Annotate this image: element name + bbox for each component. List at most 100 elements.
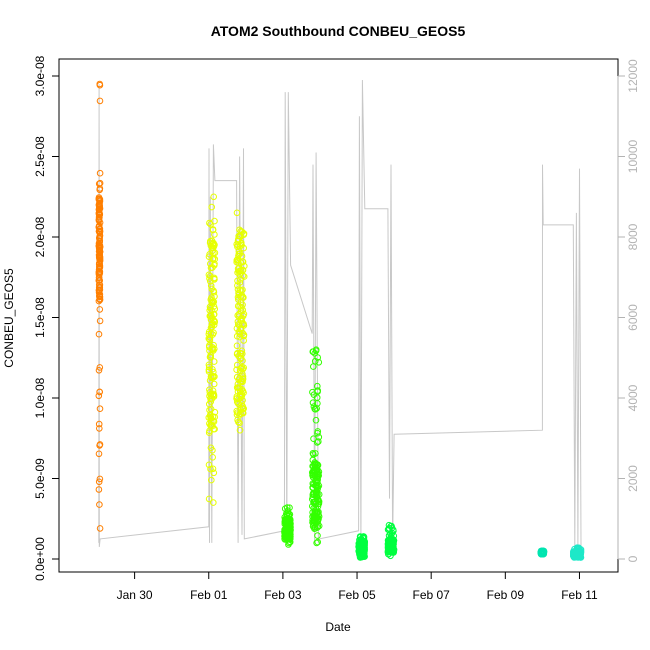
scatter-point	[387, 522, 395, 530]
scatter-point	[95, 270, 103, 278]
scatter-point	[210, 393, 218, 400]
scatter-point	[206, 272, 214, 280]
scatter-point	[286, 534, 293, 542]
scatter-point	[95, 260, 103, 268]
scatter-point	[235, 310, 243, 318]
scatter-point	[233, 395, 241, 402]
scatter-point	[284, 507, 292, 515]
scatter-point	[96, 186, 103, 194]
scatter-point	[309, 490, 317, 497]
scatter-point	[235, 384, 242, 391]
scatter-point	[96, 277, 103, 284]
scatter-point	[96, 251, 103, 259]
scatter-point	[233, 411, 241, 419]
scatter-point	[96, 317, 104, 325]
scatter-point	[95, 420, 103, 428]
scatter-point	[210, 380, 218, 388]
scatter-point	[238, 291, 246, 299]
scatter-point	[209, 391, 217, 399]
scatter-point	[95, 330, 103, 338]
scatter-point	[238, 347, 246, 355]
scatter-point	[207, 444, 215, 452]
scatter-point	[235, 259, 242, 267]
scatter-point	[538, 549, 545, 556]
scatter-point	[312, 416, 320, 424]
scatter-point	[209, 465, 217, 473]
y-axis-label: CONBEU_GEOS5	[2, 268, 16, 368]
scatter-group	[355, 533, 369, 561]
x-tick-label: Feb 09	[487, 588, 525, 602]
scatter-point	[287, 524, 294, 531]
scatter-point	[96, 441, 104, 448]
scatter-point	[96, 405, 104, 413]
scatter-point	[312, 347, 320, 355]
scatter-point	[95, 194, 103, 201]
scatter-point	[206, 386, 213, 394]
scatter-point	[208, 314, 216, 322]
scatter-point	[309, 480, 317, 487]
scatter-point	[309, 484, 317, 491]
scatter-point	[239, 312, 247, 320]
scatter-point	[239, 365, 247, 373]
scatter-point	[315, 438, 322, 445]
scatter-point	[209, 240, 216, 248]
scatter-point	[240, 230, 248, 237]
scatter-point	[239, 321, 246, 328]
y2-tick-label: 10000	[626, 139, 640, 173]
scatter-point	[205, 368, 213, 375]
plot-frame	[58, 58, 619, 573]
scatter-point	[96, 475, 104, 483]
scatter-point	[210, 390, 217, 398]
y-tick-label: 2.5e-08	[33, 136, 47, 177]
scatter-point	[208, 299, 215, 306]
scatter-point	[211, 275, 218, 283]
scatter-point	[96, 291, 104, 298]
scatter-point	[210, 469, 218, 477]
scatter-point	[211, 217, 218, 225]
scatter-group	[281, 504, 294, 548]
scatter-point	[208, 307, 216, 314]
scatter-point	[96, 179, 104, 187]
scatter-point	[209, 226, 217, 233]
scatter-point	[282, 515, 289, 523]
scatter-point	[236, 242, 244, 250]
scatter-point	[314, 429, 321, 437]
scatter-point	[311, 357, 319, 365]
y-tick-label: 3.0e-08	[33, 55, 47, 96]
scatter-point	[95, 392, 103, 400]
scatter-group	[233, 209, 248, 434]
scatter-point	[239, 329, 246, 337]
scatter-point	[311, 512, 318, 520]
y2-tick-label: 2000	[626, 465, 640, 492]
scatter-point	[310, 403, 318, 410]
scatter-point	[207, 282, 215, 290]
scatter-point	[210, 347, 217, 354]
y2-tick-label: 0	[626, 555, 640, 562]
scatter-point	[205, 429, 213, 437]
scatter-point	[385, 548, 392, 555]
altitude-line	[98, 79, 582, 547]
scatter-point	[205, 495, 213, 503]
scatter-group	[309, 346, 323, 547]
scatter-point	[236, 374, 243, 382]
y-tick-label: 1.5e-08	[33, 297, 47, 338]
scatter-point	[236, 333, 243, 341]
scatter-point	[96, 197, 104, 205]
scatter-group	[570, 544, 585, 561]
y2-tick-label: 12000	[626, 59, 640, 93]
scatter-point	[239, 375, 247, 382]
scatter-point	[236, 426, 244, 434]
x-tick-label: Feb 07	[412, 588, 450, 602]
scatter-point	[96, 425, 103, 432]
scatter-point	[211, 345, 218, 353]
scatter-point	[239, 272, 247, 280]
scatter-point	[234, 400, 242, 407]
scatter-point	[237, 355, 244, 363]
scatter-point	[314, 538, 322, 546]
scatter-point	[238, 386, 246, 393]
scatter-point	[236, 226, 243, 234]
scatter-point	[96, 364, 104, 371]
scatter-point	[309, 456, 317, 464]
scatter-point	[205, 335, 213, 342]
scatter-point	[388, 537, 396, 545]
